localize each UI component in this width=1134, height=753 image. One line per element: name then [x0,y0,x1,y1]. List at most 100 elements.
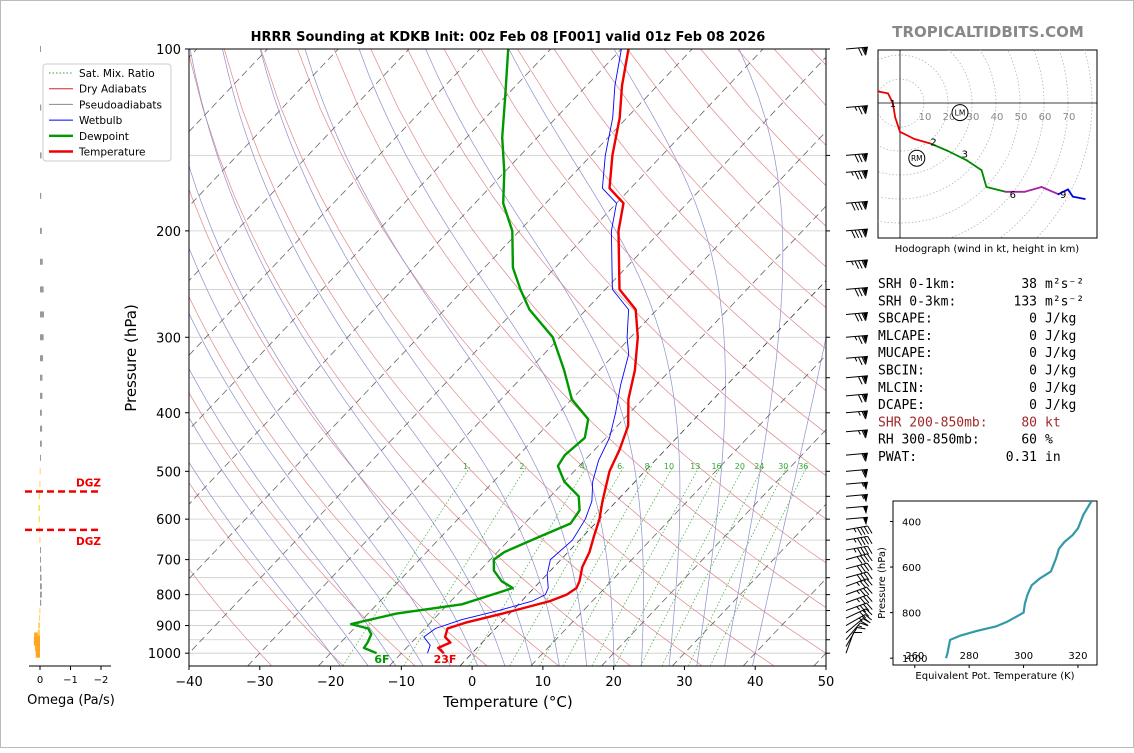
theta-e-y-tick-label: 1000 [902,654,927,665]
omega-axis-label: Omega (Pa/s) [27,693,115,708]
wind-barb [846,506,869,516]
index-label: DCAPE: [878,398,925,413]
theta-e-frame [893,501,1097,665]
theta-e-y-label: Pressure (hPa) [877,547,888,619]
x-tick-label: 20 [605,675,622,690]
index-label: SBCAPE: [878,312,933,327]
omega-bar [40,228,42,234]
wind-barb [846,170,869,180]
omega-bar [40,46,41,52]
index-unit: J/kg [1045,346,1076,361]
wind-barb [846,482,869,492]
pseudoadiabat-line [753,49,858,666]
pseudoadiabat-line [509,49,680,666]
omega-bar [40,592,42,598]
y-tick-label: 1000 [148,647,181,662]
wind-barb [846,578,872,594]
y-tick-label: 900 [156,620,181,635]
index-unit: J/kg [1045,329,1076,344]
hodograph-ring-label: 10 [919,112,932,123]
x-tick-label: 50 [818,675,835,690]
isotherm-line [177,49,763,666]
y-tick-label: 100 [156,43,181,58]
index-label: SRH 0-3km: [878,294,956,309]
index-value: 80 [1021,415,1037,430]
wetbulb-profile [424,49,629,653]
skewt-y-label: Pressure (hPa) [122,304,140,412]
omega-bar [39,516,40,522]
wind-barb [846,47,869,57]
index-unit: kt [1045,415,1061,430]
omega-bar [40,152,42,158]
index-unit: J/kg [1045,364,1076,379]
wind-barb [846,494,869,504]
mix-ratio-label: 1 [463,462,468,471]
wind-barb [846,106,869,116]
mix-ratio-label: 8 [645,462,650,471]
dgz-label: DGZ [76,536,101,548]
x-tick-label: −30 [246,675,273,690]
pseudoadiabat-line [260,49,559,666]
index-unit: J/kg [1045,381,1076,396]
index-value: 0 [1029,398,1037,413]
wind-barb [846,260,869,270]
wind-barb [846,356,869,366]
hodograph-height-label: 6 [1010,190,1016,201]
storm-motion-label: RM [911,154,923,163]
omega-bar [40,410,42,416]
surface-dewpoint-label: 6F [374,653,389,666]
mix-ratio-label: 20 [735,462,745,471]
x-tick-label: 0 [468,675,476,690]
mix-ratio-label: 13 [690,462,700,471]
index-value: 0 [1029,364,1037,379]
wind-barb [846,229,869,239]
omega-bar [40,426,42,432]
isotherm-line [318,49,904,666]
theta-e-x-tick-label: 320 [1068,651,1087,662]
omega-bar [38,623,40,629]
omega-tick-label: −2 [94,675,109,686]
legend-entry: Pseudoadiabats [79,99,162,111]
hodograph-ring-label: 50 [1015,112,1028,123]
index-unit: J/kg [1045,398,1076,413]
wind-barb [846,453,869,463]
theta-e-y-tick-label: 600 [902,563,921,574]
wind-barb [846,153,869,163]
index-label: MUCAPE: [878,346,933,361]
omega-bar [40,566,41,572]
dry-adiabat-line [298,49,846,666]
index-label: MLCIN: [878,381,925,396]
hodograph-frame [878,50,1097,238]
mix-ratio-label: 24 [754,462,764,471]
omega-bar [39,608,40,614]
dry-adiabat-line [224,49,702,666]
wind-barb [846,376,869,386]
index-unit: % [1045,433,1053,448]
x-tick-label: −20 [317,675,344,690]
omega-bar [40,393,42,399]
index-unit: J/kg [1045,312,1076,327]
index-value: 38 [1021,277,1037,292]
hodograph-height-label: 2 [930,137,936,148]
omega-bar [38,630,40,636]
skewt-x-label: Temperature (°C) [442,693,572,711]
hodograph-ring-label: 40 [991,112,1004,123]
omega-bar [40,575,42,581]
index-value: 0 [1029,312,1037,327]
hodograph-height-label: 9 [1060,190,1066,201]
index-label: MLCAPE: [878,329,933,344]
brand-watermark: TROPICALTIDBITS.COM [892,23,1084,41]
omega-bar [40,355,43,361]
omega-bar [40,334,44,340]
storm-motion-label: LM [955,109,966,118]
omega-bar [39,481,40,487]
legend-entry: Sat. Mix. Ratio [79,68,155,80]
omega-bar [38,505,40,511]
dry-adiabat-line [188,49,631,666]
y-tick-label: 200 [156,225,181,240]
wind-barb [846,517,869,527]
index-label: SRH 0-1km: [878,277,956,292]
y-tick-label: 600 [156,513,181,528]
legend-entry: Dewpoint [79,131,129,143]
